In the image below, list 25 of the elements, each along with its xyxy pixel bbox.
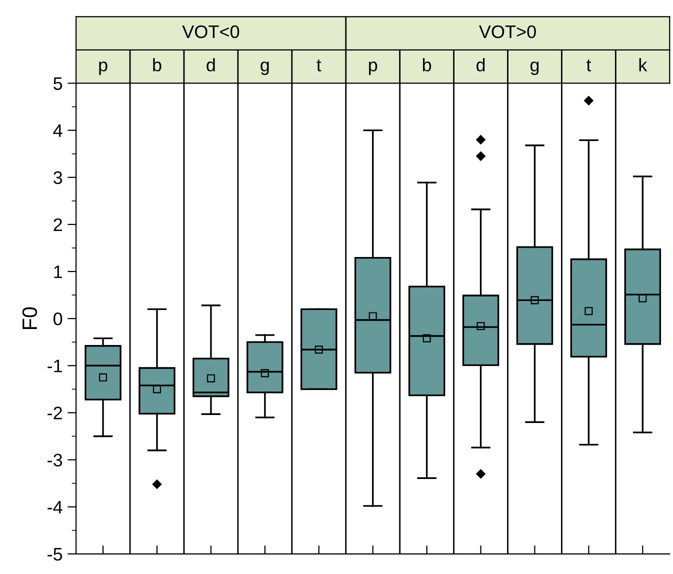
x-tick-label: d [206,58,215,72]
x-tick-label: t [316,60,322,72]
y-tick-label: 2 [54,218,62,231]
text: VOT>0 [478,25,536,38]
text: VOT<0 [182,25,240,38]
x-tick-label: d [476,58,485,72]
x-tick-label: p [368,62,378,75]
y-tick-label: 1 [54,266,62,278]
y-axis-title: F0 [22,307,38,330]
y-tick-label: -4 [48,500,62,514]
x-tick-label: b [422,58,432,72]
y-tick-label: -2 [48,406,62,420]
y-tick-label: -5 [48,548,62,561]
x-tick-label: k [639,58,648,72]
x-tick-label: g [530,62,539,75]
y-tick-label: -1 [48,360,62,372]
y-tick-label: 4 [53,124,62,137]
x-tick-label: b [153,58,162,72]
x-tick-label: g [260,62,269,75]
x-tick-label: t [586,60,592,72]
y-tick-label: 3 [54,171,62,184]
y-tick-label: 5 [54,77,62,90]
y-tick-label: 0 [54,312,62,326]
x-tick-label: p [99,62,108,75]
y-tick-label: -3 [48,454,62,466]
